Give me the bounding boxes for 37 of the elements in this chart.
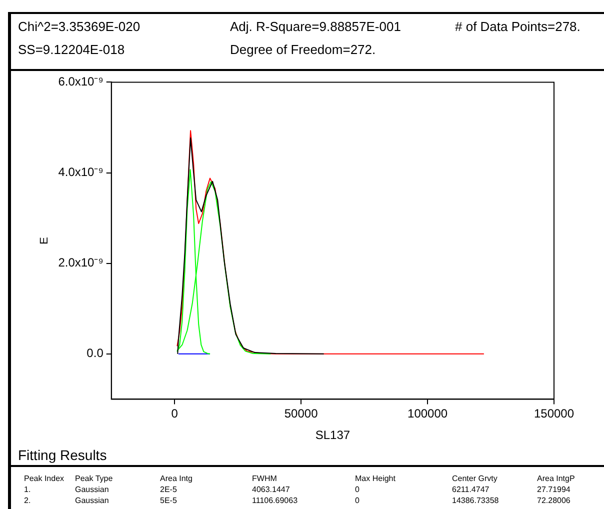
y-tick-label: 4.0x10⁻⁹ [58, 165, 104, 180]
y-tick-label: 2.0x10⁻⁹ [58, 256, 104, 270]
text: Max Height [355, 473, 396, 484]
text: FWHM [252, 473, 278, 484]
text: Area Intg [160, 473, 194, 484]
text: Gaussian [75, 495, 110, 506]
text: Center Grvty [452, 473, 498, 484]
y-tick-label: 6.0x10⁻⁹ [58, 74, 104, 89]
y-tick-label: 0.0 [86, 346, 104, 360]
y-axis-title: E [38, 237, 51, 244]
text: 0 [355, 495, 360, 506]
text: 14386.73358 [452, 495, 500, 506]
text: 1. [24, 484, 32, 495]
text: Fitting Results [8, 445, 604, 467]
x-tick-label: 50000 [284, 406, 318, 421]
x-tick-label: 150000 [534, 406, 574, 421]
text: 2E-5 [160, 484, 178, 495]
text: Chi^2=3.35369E-020 [18, 19, 140, 34]
text: 6211.4747 [452, 484, 490, 495]
text: 27.71994 [537, 484, 572, 495]
text: Degree of Freedom=272. [230, 42, 376, 57]
text: 0 [355, 484, 360, 495]
text: 72.28006 [537, 495, 572, 506]
text: Area IntgP [537, 473, 576, 484]
text: # of Data Points=278. [455, 19, 580, 34]
text: 2. [24, 495, 32, 506]
text: 4063.1447 [252, 484, 291, 495]
x-tick-label: 0 [171, 406, 178, 421]
text: 5E-5 [160, 495, 178, 506]
x-tick-label: 100000 [408, 406, 448, 421]
x-axis-title: SL137 [315, 428, 350, 442]
text: SS=9.12204E-018 [18, 42, 125, 57]
text: 11106.69063 [252, 495, 299, 506]
text: Gaussian [75, 484, 110, 495]
text: Peak Index [24, 473, 66, 484]
text: Peak Type [75, 473, 114, 484]
text: Adj. R-Square=9.88857E-001 [230, 19, 401, 34]
